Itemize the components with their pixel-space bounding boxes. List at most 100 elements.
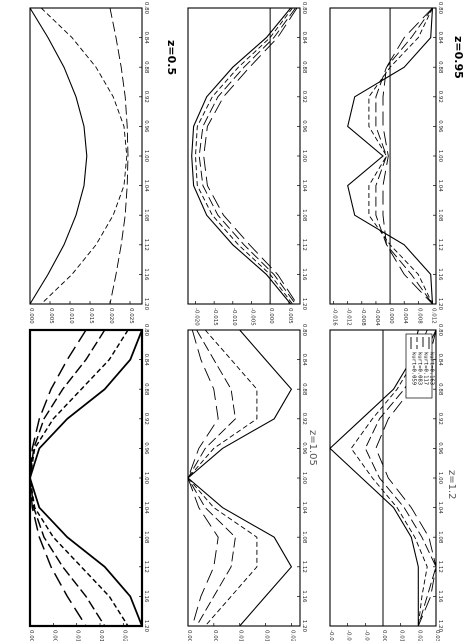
y-tick-label: 0.000 (28, 630, 34, 641)
x-tick-label: 1.00 (143, 472, 149, 485)
y-tick-label: 0.012 (238, 630, 244, 641)
x-tick-label: 0.88 (301, 383, 307, 396)
y-tick-label: 0.010 (68, 308, 74, 324)
y-tick-label: 0.000 (186, 630, 192, 641)
series-line-4 (29, 329, 87, 627)
legend-entry: kurt=0.083 (417, 352, 423, 385)
series-line-3 (198, 7, 296, 305)
x-tick-label: 0.96 (437, 442, 443, 455)
series-line-1 (29, 329, 143, 627)
chart-panel-1: 0.80 0.84 0.88 0.92 0.96 1.00 1.04 1.08 1.12 1.16… (28, 2, 178, 324)
y-tick-label: 0.000 (28, 308, 34, 324)
y-tick-label: 0.000 (268, 308, 274, 324)
x-tick-label: 0.92 (437, 91, 443, 103)
y-tick-label: 0.000 (388, 308, 394, 324)
chart-panel-6: 0.80 0.84 0.88 0.92 0.96 1.00 1.04 1.08 1.12 1.16… (328, 324, 457, 641)
x-tick-label: 1.04 (143, 179, 149, 192)
legend-entry: kurt=0.163 (429, 352, 435, 385)
x-tick-label: 1.20 (143, 298, 149, 311)
x-tick-label: 0.92 (143, 91, 149, 103)
series-line-3 (29, 329, 106, 627)
series-line-1 (29, 7, 88, 305)
y-tick-label: 0.005 (48, 308, 54, 324)
x-tick-label: 1.12 (437, 239, 443, 251)
x-tick-label: 1.08 (437, 209, 443, 222)
plot-frame (28, 328, 144, 628)
y-tick-label: 0.020 (121, 630, 127, 641)
x-tick-label: 0.84 (301, 353, 307, 366)
x-tick-label: 1.08 (301, 531, 307, 544)
x-tick-label: 1.00 (437, 150, 443, 163)
x-tick-label: 1.00 (437, 472, 443, 485)
x-tick-label: 0.96 (143, 442, 149, 455)
x-tick-label: 0.96 (301, 442, 307, 455)
x-tick-label: 1.20 (301, 298, 307, 311)
series-line-4 (203, 7, 298, 305)
panel-title: z=0.95 (452, 36, 465, 79)
legend-entry: kurt=0.059 (411, 352, 417, 385)
x-tick-label: 0.88 (301, 61, 307, 74)
series-line-2 (40, 7, 128, 305)
y-tick-label: -0.01 (363, 630, 369, 641)
y-tick-label: 0.015 (88, 308, 94, 324)
y-tick-label: -0.005 (249, 308, 255, 326)
x-tick-label: 0.84 (143, 31, 149, 44)
x-tick-label: 1.04 (301, 179, 307, 192)
x-tick-label: 0.80 (143, 2, 149, 15)
x-tick-label: 0.80 (301, 2, 307, 15)
chart-panel-4: 0.80 0.84 0.88 0.92 0.96 1.00 1.04 1.08 1.12 1.16… (28, 324, 149, 641)
x-tick-label: 0.88 (143, 383, 149, 396)
series-line-2 (368, 7, 433, 305)
y-tick-label: 0.01 (399, 630, 405, 641)
x-tick-label: 1.20 (301, 620, 307, 633)
chart-panel-5: 0.80 0.84 0.88 0.92 0.96 1.00 1.04 1.08 1.12 1.16… (186, 324, 318, 641)
series-line-1 (329, 329, 419, 626)
x-tick-label: 0.84 (437, 353, 443, 366)
y-tick-label: -0.004 (374, 308, 380, 326)
y-tick-label: 0.024 (289, 630, 295, 641)
x-tick-label: 0.88 (437, 383, 443, 396)
y-tick-label: -0.008 (360, 308, 366, 326)
panel-title: z=1.05 (307, 430, 318, 466)
x-tick-label: 1.20 (437, 620, 443, 633)
series-line-4 (382, 7, 433, 305)
y-tick-label: 0.018 (264, 630, 270, 641)
x-tick-label: 1.00 (301, 150, 307, 163)
x-tick-label: 1.04 (143, 501, 149, 514)
x-tick-label: 0.96 (437, 120, 443, 133)
plot-frame (187, 7, 301, 305)
y-tick-label: -0.020 (193, 308, 199, 326)
y-tick-label: 0.03 (434, 630, 440, 641)
x-tick-label: 1.12 (143, 239, 149, 251)
series-line-3 (364, 329, 437, 627)
x-tick-label: 0.84 (437, 31, 443, 44)
x-tick-label: 1.12 (143, 561, 149, 573)
series-line-2 (350, 329, 428, 627)
x-tick-label: 1.16 (301, 268, 307, 281)
series-line-1 (187, 329, 293, 627)
series-line-1 (191, 7, 292, 305)
y-tick-label: -0.010 (231, 308, 237, 326)
y-tick-label: -0.02 (346, 630, 352, 641)
x-tick-label: 1.20 (143, 620, 149, 633)
y-tick-label: 0.006 (212, 630, 218, 641)
y-tick-label: 0.004 (402, 308, 408, 324)
x-tick-label: 1.16 (301, 590, 307, 603)
y-tick-label: 0.012 (430, 308, 436, 324)
y-tick-label: 0.005 (51, 630, 57, 641)
y-tick-label: -0.016 (332, 308, 338, 326)
x-tick-label: 1.16 (143, 590, 149, 603)
series-line-4 (187, 329, 219, 627)
x-tick-label: 1.16 (437, 268, 443, 281)
y-tick-label: 0.00 (381, 630, 387, 641)
x-tick-label: 0.92 (437, 413, 443, 425)
x-tick-label: 1.04 (301, 501, 307, 514)
series-line-3 (109, 7, 129, 305)
y-tick-label: 0.025 (128, 308, 134, 324)
series-line-2 (187, 329, 258, 627)
x-tick-label: 0.84 (143, 353, 149, 366)
x-tick-label: 0.96 (143, 120, 149, 133)
x-tick-label: 0.92 (143, 413, 149, 425)
y-tick-label: -0.012 (346, 308, 352, 326)
